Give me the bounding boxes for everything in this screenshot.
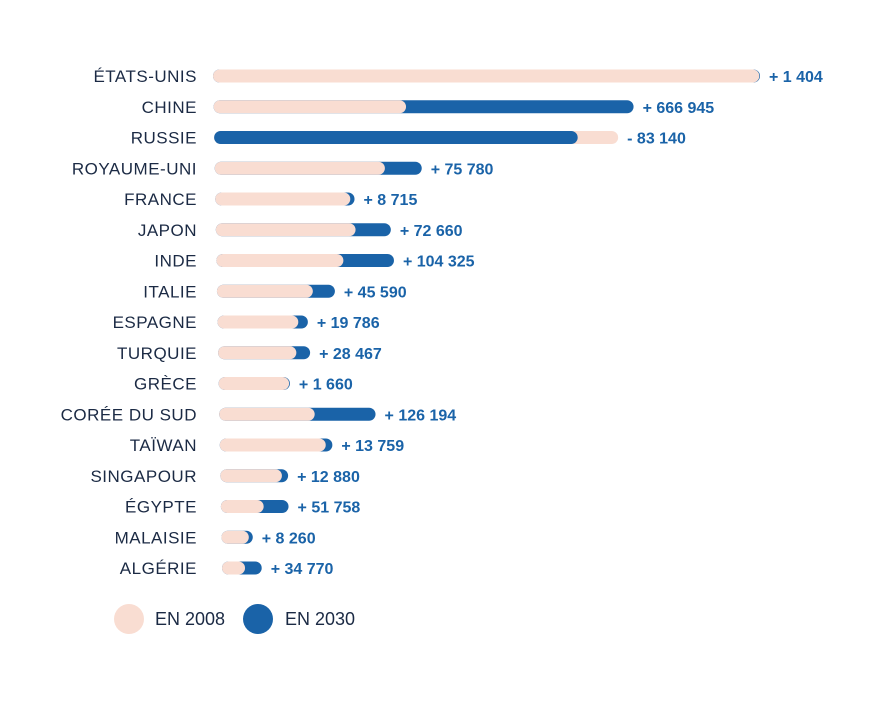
bar-2008 [220,469,282,483]
bar-2030 [214,131,578,144]
category-label: ÉTATS-UNIS [93,67,197,86]
bar-2008 [215,192,351,206]
delta-label: + 34 770 [271,561,334,578]
delta-label: + 28 467 [319,346,382,363]
category-label: INDE [154,252,197,271]
delta-label: - 83 140 [627,131,686,148]
delta-label: + 51 758 [298,500,361,517]
category-label: RUSSIE [131,129,197,148]
category-label: ESPAGNE [113,313,197,332]
delta-label: + 104 325 [403,254,475,271]
category-label: SINGAPOUR [90,467,197,486]
bar-2008 [215,223,356,237]
delta-label: + 126 194 [385,407,457,424]
bar-2008 [217,315,299,329]
category-label: ALGÉRIE [120,559,197,578]
bar-2008 [213,69,760,83]
bars-group: ÉTATS-UNIS + 1 404 CHINE + 666 945 RUSSIE - 8… [61,67,823,578]
delta-label: + 1 404 [769,69,823,86]
bar-2008 [222,561,246,575]
bar-2008 [219,438,326,452]
legend-swatch-2008 [114,604,144,634]
bar-2008 [218,346,297,360]
bar-2008 [218,377,290,390]
legend: EN 2008 EN 2030 [114,604,355,634]
delta-label: + 12 880 [297,469,360,486]
delta-label: + 13 759 [341,438,404,455]
delta-label: + 72 660 [400,223,463,240]
bar-2008 [219,407,315,421]
delta-label: + 8 260 [262,530,316,547]
category-label: CHINE [142,98,197,117]
delta-label: + 45 590 [344,284,407,301]
category-label: GRÈCE [134,375,197,394]
bar-2008 [220,500,264,513]
bar-2008 [213,100,407,114]
category-label: MALAISIE [115,528,197,547]
category-label: ROYAUME-UNI [72,159,197,178]
delta-label: + 1 660 [299,377,353,394]
legend-label-2008: EN 2008 [155,609,225,629]
category-label: FRANCE [124,190,197,209]
category-label: TURQUIE [117,344,197,363]
legend-swatch-2030 [243,604,273,634]
bar-2008 [216,254,344,267]
bar-2008 [221,530,249,544]
category-label: CORÉE DU SUD [61,405,197,424]
category-label: ÉGYPTE [125,498,197,517]
category-label: ITALIE [143,282,197,301]
delta-label: + 75 780 [431,161,494,178]
delta-label: + 666 945 [643,100,715,117]
bar-2008 [216,284,313,298]
delta-label: + 8 715 [364,192,418,209]
category-label: TAÏWAN [130,436,197,455]
legend-label-2030: EN 2030 [285,609,355,629]
delta-label: + 19 786 [317,315,380,332]
bar-2008 [214,161,385,175]
category-label: JAPON [138,221,197,240]
